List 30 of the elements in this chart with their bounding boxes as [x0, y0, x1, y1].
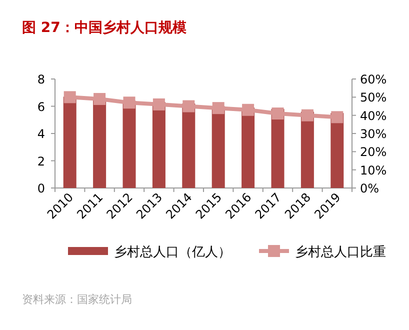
point	[94, 92, 106, 105]
chart-title: 图 27：中国乡村人口规模	[22, 19, 188, 36]
text: 资料来源：国家统计局	[22, 293, 132, 306]
bar	[63, 96, 76, 188]
legend-label: 乡村总人口比重	[295, 245, 386, 260]
y-tick-label: 6	[37, 100, 45, 114]
point	[182, 100, 195, 112]
y2-tick-label: 40%	[360, 108, 387, 123]
bar	[182, 104, 196, 188]
y2-tick-label: 30%	[360, 127, 387, 141]
y-tick-label: 4	[37, 127, 45, 141]
y2-tick-label: 60%	[360, 72, 387, 86]
point	[64, 91, 76, 104]
bar	[242, 108, 255, 188]
y-tick-label: 8	[37, 72, 45, 86]
y-tick-label: 2	[37, 154, 45, 168]
point	[301, 109, 314, 122]
bar	[152, 102, 166, 188]
point	[152, 98, 165, 110]
point	[331, 111, 344, 124]
y2-tick-label: 0%	[360, 182, 380, 196]
y-tick-label: 0	[37, 182, 45, 196]
y2-tick-label: 50%	[360, 90, 387, 105]
point	[212, 102, 224, 114]
point	[242, 104, 254, 116]
y2-tick-label: 20%	[360, 145, 387, 160]
y2-tick-label: 10%	[360, 163, 387, 178]
point	[123, 96, 136, 109]
legend-label: 乡村总人口（亿人）	[114, 245, 231, 260]
point	[272, 108, 284, 120]
